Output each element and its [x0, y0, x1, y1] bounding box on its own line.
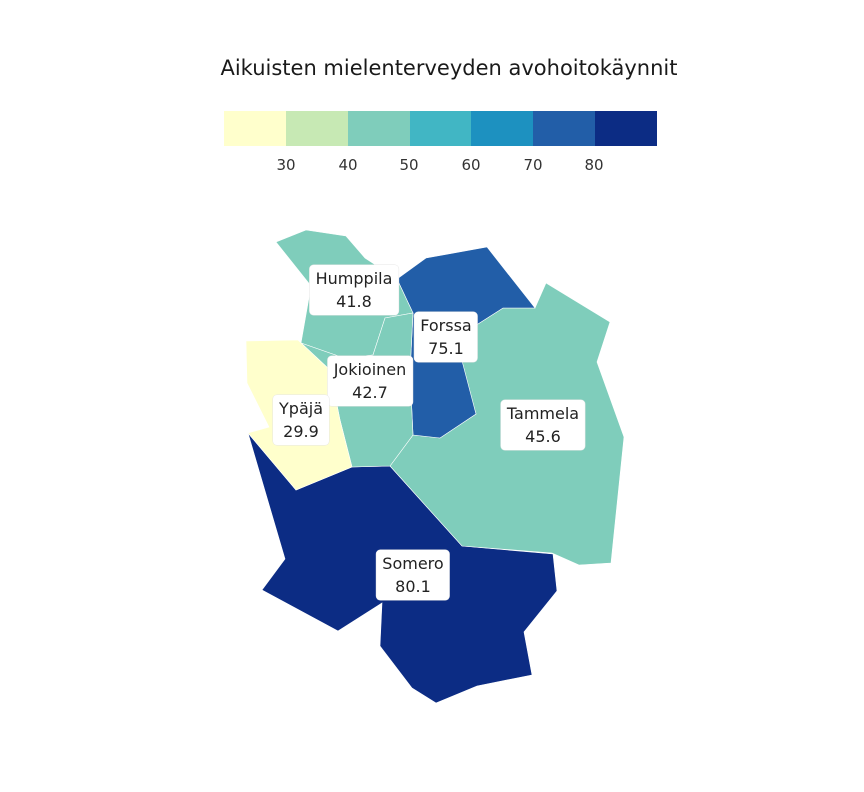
legend-tick: 80	[584, 156, 604, 174]
legend-bin	[533, 111, 596, 146]
region-value: 42.7	[352, 383, 388, 402]
legend-bin	[347, 111, 410, 146]
color-legend	[224, 111, 658, 146]
region-name: Jokioinen	[333, 360, 407, 379]
legend-tick: 70	[523, 156, 543, 174]
region-name: Ypäjä	[279, 399, 323, 418]
region-name: Tammela	[506, 404, 580, 423]
legend-tick: 60	[461, 156, 481, 174]
region-label: Tammela 45.6	[500, 400, 586, 450]
region-name: Forssa	[420, 316, 472, 335]
legend-tick: 30	[276, 156, 296, 174]
legend-tick: 50	[399, 156, 419, 174]
region-label: Humppila 41.8	[309, 265, 399, 315]
region-value: 29.9	[283, 422, 319, 441]
legend-bin	[595, 111, 658, 146]
region-value: 41.8	[336, 292, 372, 311]
map-title: Aikuisten mielenterveyden avohoitokäynni…	[220, 56, 678, 80]
region-value: 80.1	[395, 577, 431, 596]
region-label: Forssa 75.1	[414, 312, 478, 362]
region-name: Somero	[382, 554, 444, 573]
legend-bin	[471, 111, 534, 146]
legend-bin	[409, 111, 472, 146]
region-label: Jokioinen 42.7	[327, 356, 413, 406]
legend-tick: 40	[338, 156, 358, 174]
region-label: Somero 80.1	[376, 550, 450, 600]
region-label: Ypäjä 29.9	[273, 395, 329, 445]
legend-bin	[285, 111, 348, 146]
region-value: 75.1	[428, 339, 464, 358]
region-value: 45.6	[525, 427, 561, 446]
legend-bin	[224, 111, 286, 146]
region-name: Humppila	[315, 269, 393, 288]
